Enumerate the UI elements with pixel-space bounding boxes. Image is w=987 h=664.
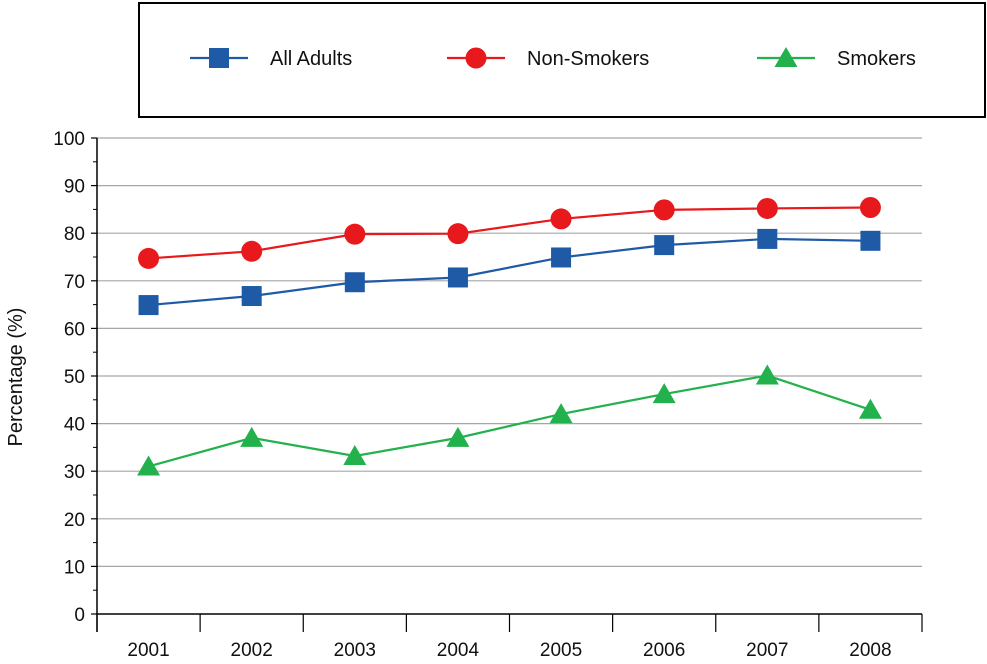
x-tick-label: 2004: [437, 640, 480, 661]
series-line: [148, 206, 871, 260]
x-tick-label: 2008: [849, 640, 891, 661]
data-point: [138, 295, 159, 316]
y-tick-label: 30: [64, 462, 85, 483]
y-tick-label: 10: [64, 557, 85, 578]
data-point: [344, 223, 366, 245]
data-point: [756, 197, 778, 219]
data-point: [757, 228, 778, 249]
legend-item: Smokers: [757, 47, 916, 70]
legend-label: All Adults: [270, 48, 352, 70]
series-layer: [137, 196, 882, 476]
legend-item: All Adults: [190, 48, 352, 70]
y-tick-label: 20: [64, 510, 85, 531]
legend-marker: [774, 47, 798, 67]
legend-box: [138, 2, 986, 118]
x-tick-label: 2005: [540, 640, 582, 661]
y-tick-label: 60: [64, 319, 85, 340]
legend-marker: [209, 48, 229, 68]
series-line: [148, 237, 871, 307]
legend-label: Smokers: [837, 48, 916, 70]
x-tick-label: 2006: [643, 640, 685, 661]
x-tick-label: 2003: [334, 640, 376, 661]
x-tick-label: 2002: [231, 640, 273, 661]
data-point: [652, 383, 676, 404]
series-all-adults: [138, 228, 881, 316]
data-point: [654, 235, 675, 256]
data-point: [551, 247, 572, 268]
data-point: [549, 403, 573, 424]
data-point: [446, 426, 470, 447]
x-tick-label: 2001: [127, 640, 169, 661]
y-tick-label: 50: [64, 367, 85, 388]
data-point: [138, 247, 160, 269]
y-tick-label: 100: [53, 129, 85, 150]
data-point: [240, 426, 264, 447]
legend: All Adults Non-Smokers Smokers: [190, 47, 916, 70]
legend-label: Non-Smokers: [527, 48, 649, 70]
y-axis-ticks: 0 10 20 30 40 50 60 70 80 90 100: [53, 129, 97, 626]
data-point: [137, 455, 161, 476]
x-axis-ticks: 2001 2002 2003 2004 2005 2006 2007 2008: [96, 614, 923, 661]
y-tick-label: 80: [64, 224, 85, 245]
x-tick-label: 2007: [746, 640, 788, 661]
y-axis-label: Percentage (%): [5, 308, 27, 447]
data-point: [447, 267, 468, 288]
y-tick-label: 0: [74, 605, 85, 626]
y-tick-label: 70: [64, 272, 85, 293]
data-point: [241, 240, 263, 262]
data-point: [860, 230, 881, 251]
data-point: [550, 208, 572, 230]
series-line: [148, 374, 871, 468]
series-smokers: [137, 364, 882, 476]
data-point: [241, 286, 262, 307]
data-point: [344, 272, 365, 293]
gridlines: [97, 137, 922, 568]
data-point: [447, 223, 469, 245]
y-tick-label: 90: [64, 177, 85, 198]
data-point: [343, 444, 367, 465]
data-point: [653, 199, 675, 221]
y-tick-label: 40: [64, 415, 85, 436]
data-point: [755, 364, 779, 385]
data-point: [859, 196, 881, 218]
legend-item: Non-Smokers: [447, 47, 649, 70]
series-non-smokers: [138, 196, 881, 269]
data-point: [858, 398, 882, 419]
legend-marker: [465, 47, 487, 69]
